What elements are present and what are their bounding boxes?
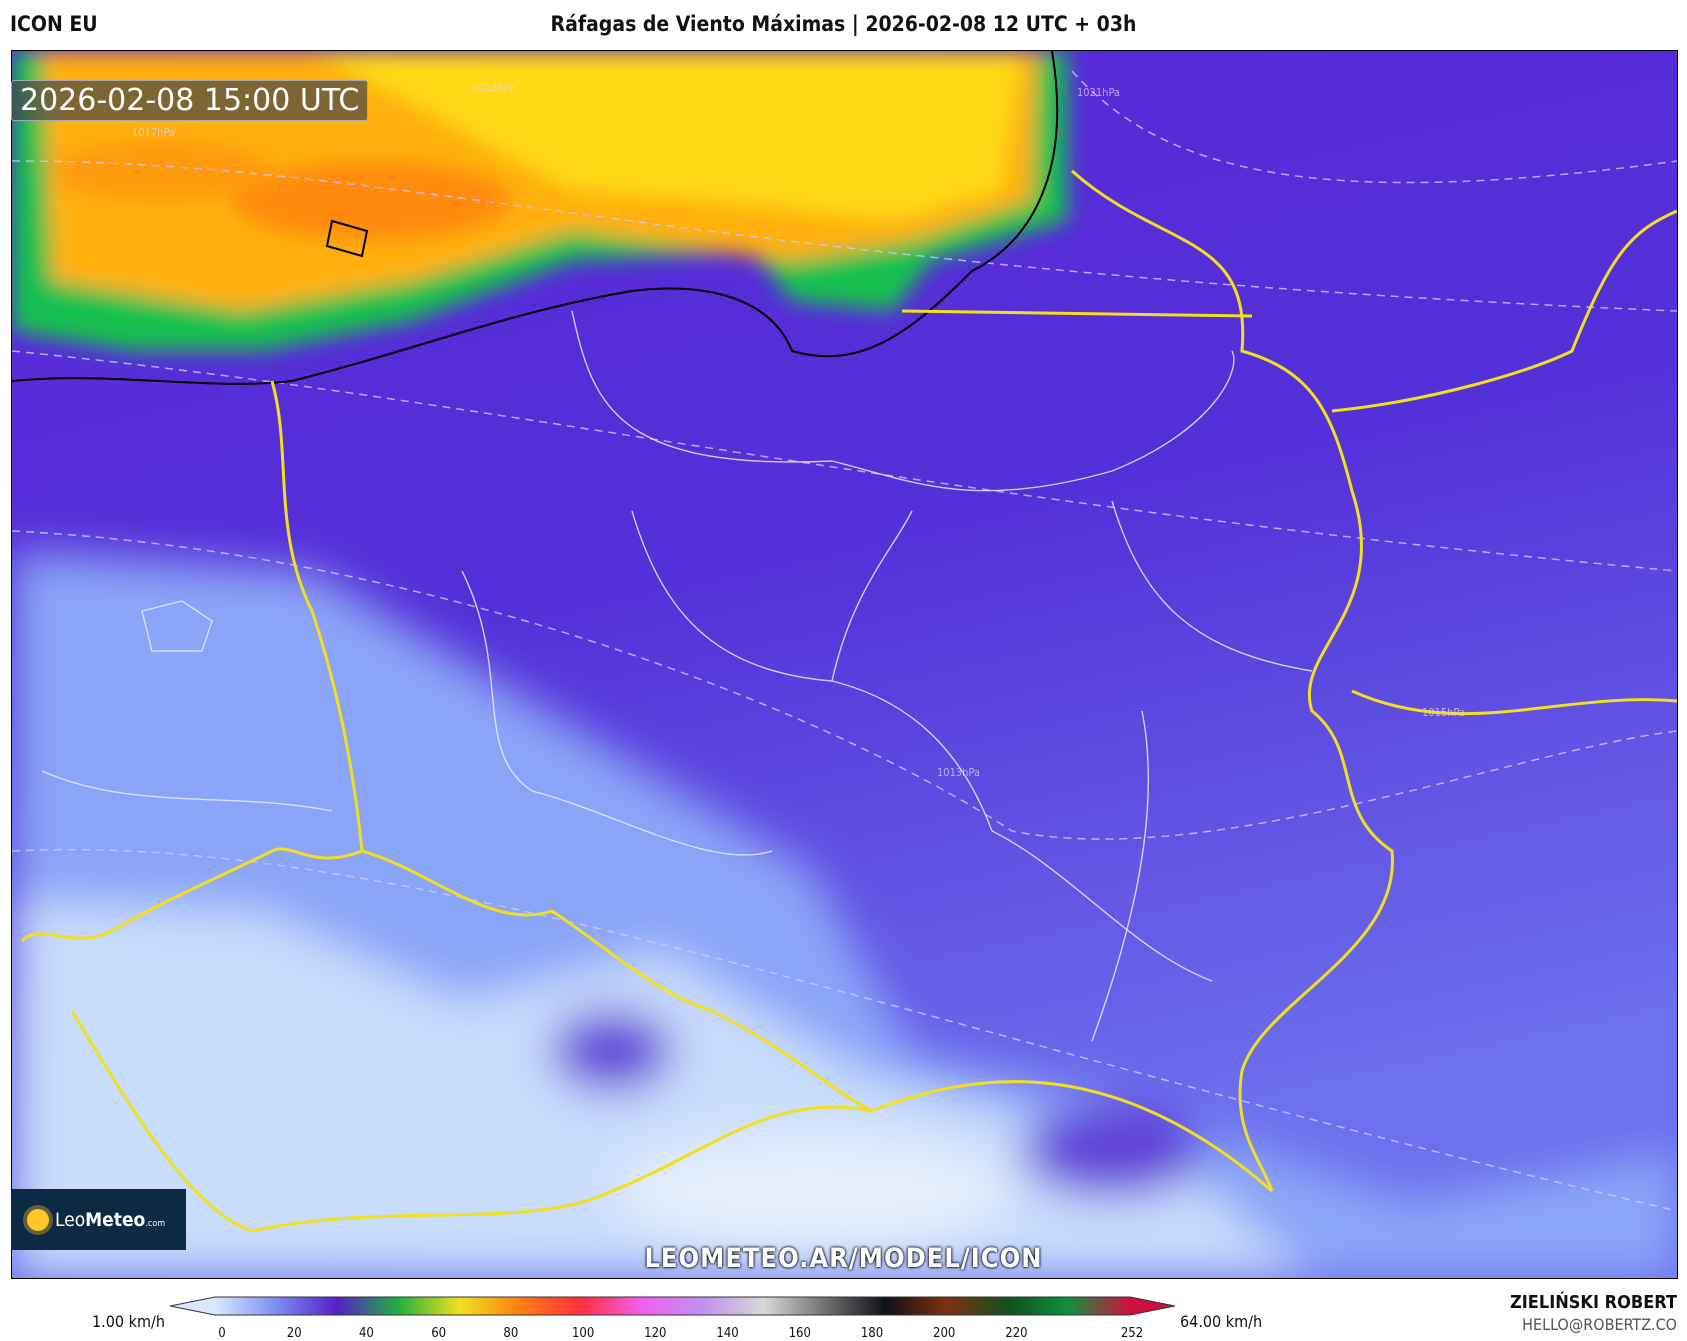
sun-icon xyxy=(27,1208,49,1231)
colorbar-tick-label: 160 xyxy=(788,1326,811,1341)
isobars xyxy=(12,70,1677,1212)
colorbar-tick-label: 220 xyxy=(1005,1326,1028,1341)
colorbar-tick-label: 180 xyxy=(860,1326,884,1341)
colorbar-tick-label: 200 xyxy=(933,1326,956,1341)
colorbar-tick-label: 80 xyxy=(503,1326,519,1341)
leometeo-logo: LeoMeteo.com xyxy=(11,1189,186,1250)
colorbar-tick-label: 0 xyxy=(218,1326,226,1341)
colorbar-tick-label: 120 xyxy=(644,1326,667,1341)
colorbar-max-label: 64.00 km/h xyxy=(1180,1312,1263,1331)
colorbar-tick-label: 20 xyxy=(286,1326,302,1341)
colorbar-tick-label: 40 xyxy=(358,1326,374,1341)
isobar-label: 1013hPa xyxy=(937,766,980,779)
isobar-label: 1015hPa xyxy=(1422,706,1465,719)
isobar-label: 1021hPa xyxy=(1077,86,1120,99)
map-title: Ráfagas de Viento Máximas | 2026-02-08 1… xyxy=(550,12,1137,36)
model-name: ICON EU xyxy=(10,12,98,36)
colorbar-tick-label: 140 xyxy=(716,1326,739,1341)
valid-time-label: 2026-02-08 15:00 UTC xyxy=(11,80,369,121)
logo-text: LeoMeteo.com xyxy=(55,1208,166,1231)
high-wind-zone xyxy=(12,51,1067,351)
author-email: HELLO@ROBERTZ.CO xyxy=(1522,1315,1677,1334)
weather-map[interactable]: 1013hPa 1021hPa 1017hPa 1015hPa 1013hPa xyxy=(11,50,1678,1279)
colorbar-tick-label: 100 xyxy=(571,1326,595,1341)
colorbar-tick-label: 60 xyxy=(431,1326,447,1341)
wind-field xyxy=(12,551,1677,1278)
watermark: LEOMETEO.AR/MODEL/ICON xyxy=(644,1243,1043,1274)
region-borders xyxy=(41,310,1313,1042)
country-borders xyxy=(20,169,1677,1233)
coastline xyxy=(12,51,1059,385)
colorbar xyxy=(170,1296,1176,1316)
author-name: ZIELIŃSKI ROBERT xyxy=(1510,1292,1677,1313)
isobar-label: 1017hPa xyxy=(132,126,175,139)
isobar-label: 1013hPa xyxy=(472,81,515,94)
colorbar-body xyxy=(170,1296,1176,1316)
colorbar-min-label: 1.00 km/h xyxy=(92,1312,165,1331)
colorbar-tick-label: 252 xyxy=(1120,1326,1144,1341)
